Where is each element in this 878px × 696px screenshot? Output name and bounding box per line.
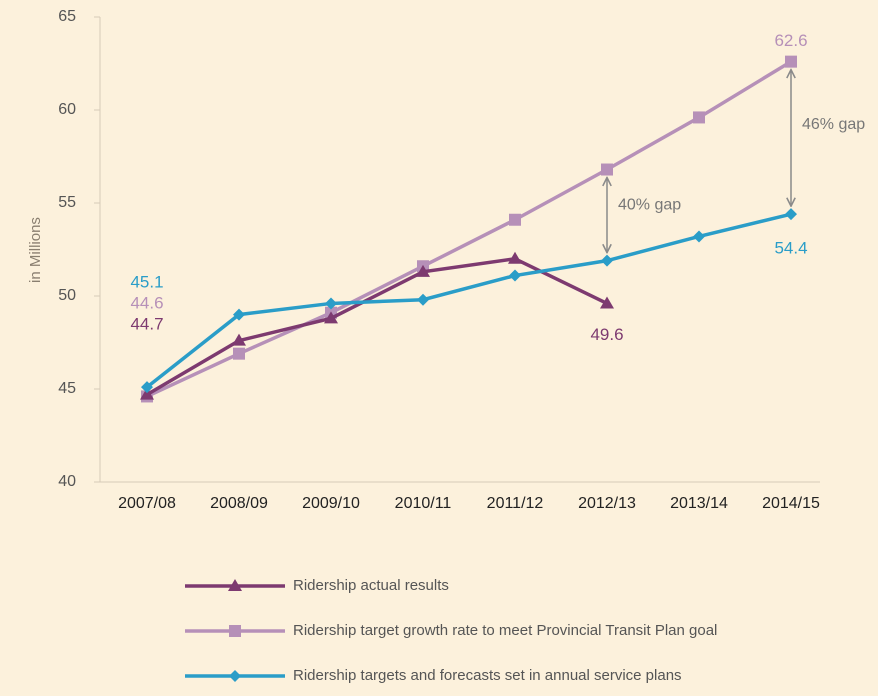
point: [417, 293, 429, 306]
x-tick-label: 2011/12: [487, 495, 544, 512]
gap-label: 40% gap: [618, 196, 681, 213]
legend-marker: [228, 579, 242, 591]
y-tick-label: 40: [58, 473, 76, 490]
x-tick-label: 2010/11: [395, 495, 452, 512]
point: [601, 254, 613, 267]
point: [785, 208, 797, 221]
point: [324, 311, 338, 324]
x-tick-label: 2007/08: [118, 495, 176, 512]
point: [416, 264, 430, 277]
x-tick-label: 2009/10: [302, 495, 360, 512]
y-tick-label: 50: [58, 287, 76, 304]
x-tick-label: 2012/13: [578, 495, 636, 512]
y-tick-label: 55: [58, 194, 76, 211]
point: [693, 230, 705, 243]
data-label: 44.7: [130, 314, 163, 333]
y-tick-label: 45: [58, 380, 76, 397]
point: [509, 213, 521, 226]
point: [141, 381, 153, 394]
data-label: 45.1: [130, 272, 163, 291]
legend-marker: [229, 625, 241, 637]
point: [140, 387, 154, 400]
point: [233, 308, 245, 321]
legend-marker: [229, 670, 241, 682]
y-tick-label: 60: [58, 101, 76, 118]
data-label: 49.6: [590, 325, 623, 344]
data-label: 62.6: [774, 31, 807, 50]
series-line: [145, 212, 792, 389]
legend-label: Ridership target growth rate to meet Pro…: [293, 622, 717, 639]
x-tick-label: 2013/14: [670, 495, 728, 512]
legend-label: Ridership targets and forecasts set in a…: [293, 667, 682, 684]
data-label: 54.4: [774, 239, 807, 258]
point: [509, 269, 521, 282]
point: [601, 163, 613, 176]
series-line: [146, 256, 608, 397]
point: [785, 55, 797, 68]
point: [325, 297, 337, 310]
point: [233, 347, 245, 360]
data-label: 44.6: [130, 293, 163, 312]
x-tick-label: 2014/15: [762, 495, 820, 512]
y-axis-label: in Millions: [27, 217, 44, 283]
x-tick-label: 2008/09: [210, 495, 268, 512]
series-line: [146, 60, 792, 399]
point: [600, 296, 614, 309]
point: [693, 111, 705, 124]
point: [232, 333, 246, 346]
legend-label: Ridership actual results: [293, 577, 449, 594]
point: [508, 251, 522, 264]
y-tick-label: 65: [58, 8, 76, 25]
gap-label: 46% gap: [802, 116, 865, 133]
